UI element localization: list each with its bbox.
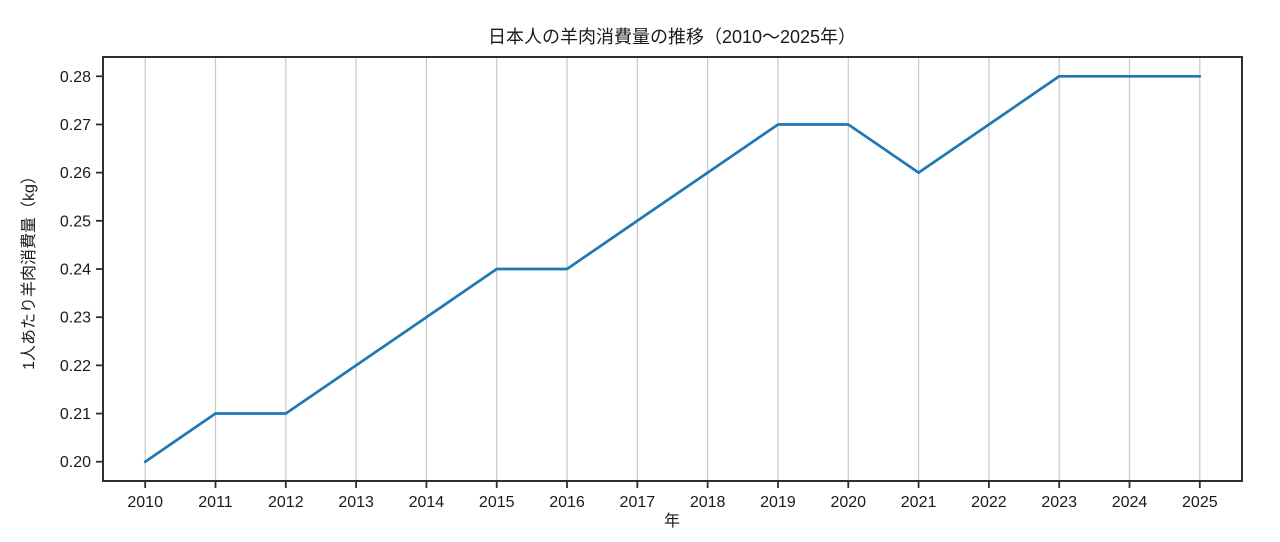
y-tick-label: 0.27 <box>60 117 91 134</box>
x-tick-label: 2011 <box>198 494 233 511</box>
x-axis-label: 年 <box>664 512 680 530</box>
x-tick-label: 2018 <box>690 494 726 511</box>
y-tick-label: 0.23 <box>60 310 91 327</box>
x-tick-label: 2025 <box>1182 494 1218 511</box>
axis-layer: 2010 2011 2012 2013 2014 2015 2016 2017 2018 2019… <box>60 56 1243 511</box>
x-tick-label: 2019 <box>760 494 796 511</box>
x-tick-label: 2015 <box>479 494 515 511</box>
x-tick-label: 2017 <box>620 494 656 511</box>
x-tick-label: 2010 <box>127 494 163 511</box>
plot-border <box>102 56 1243 482</box>
x-tick-label: 2022 <box>971 494 1007 511</box>
y-tick-label: 0.20 <box>60 454 91 471</box>
y-tick-label: 0.22 <box>60 358 91 375</box>
y-tick-label: 0.25 <box>60 213 91 230</box>
y-tick-label: 0.21 <box>60 406 91 423</box>
series-layer <box>143 74 1202 464</box>
y-tick-label: 0.24 <box>60 262 91 279</box>
y-axis-label: 1人あたり羊肉消費量（kg） <box>20 168 38 370</box>
x-tick-label: 2014 <box>409 494 445 511</box>
x-tick-label: 2013 <box>338 494 374 511</box>
x-tick-label: 2023 <box>1041 494 1077 511</box>
y-tick-label: 0.26 <box>60 165 91 182</box>
chart-title: 日本人の羊肉消費量の推移（2010〜2025年） <box>488 27 856 47</box>
grid-layer <box>144 57 1201 481</box>
y-tick-label: 0.28 <box>60 69 91 86</box>
x-tick-label: 2012 <box>268 494 304 511</box>
x-tick-label: 2024 <box>1112 494 1148 511</box>
x-tick-label: 2020 <box>830 494 866 511</box>
x-tick-label: 2016 <box>549 494 585 511</box>
data-line <box>143 74 1202 464</box>
x-tick-label: 2021 <box>901 494 937 511</box>
